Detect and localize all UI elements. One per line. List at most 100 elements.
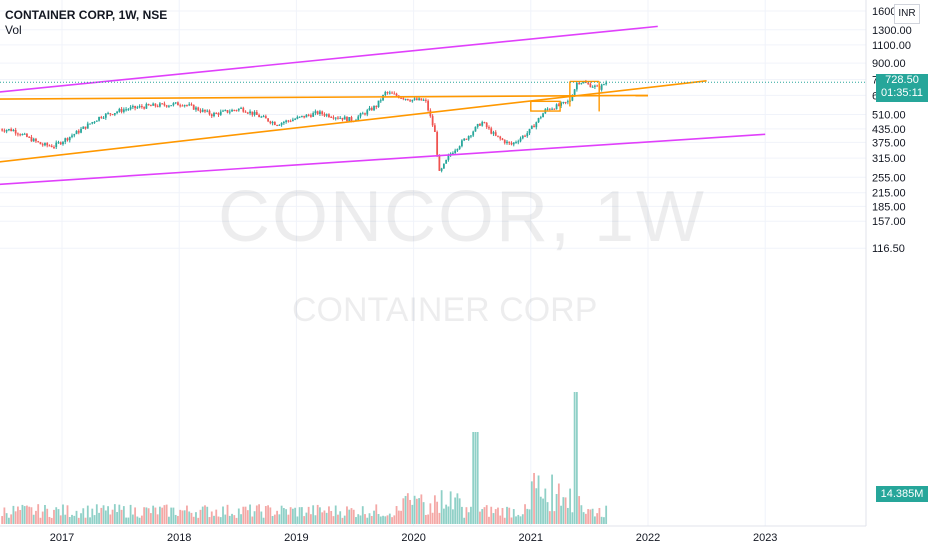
volume-bar xyxy=(388,513,391,524)
candle-body xyxy=(420,98,423,101)
volume-bar xyxy=(395,506,398,524)
candle-body xyxy=(517,141,520,143)
volume-bar xyxy=(334,505,337,524)
candle-body xyxy=(50,145,53,148)
volume-bar xyxy=(519,516,522,524)
candle-body xyxy=(77,130,80,133)
candle-body xyxy=(404,98,407,100)
candle-body xyxy=(91,122,94,124)
candle-body xyxy=(528,128,531,134)
range-box[interactable] xyxy=(530,100,561,112)
candle-body xyxy=(379,100,382,102)
candle-body xyxy=(566,101,569,103)
volume-bar xyxy=(458,498,461,524)
volume-bar xyxy=(564,497,567,524)
volume-bar xyxy=(512,509,515,524)
magenta-trendline[interactable] xyxy=(0,25,658,93)
candle-body xyxy=(111,114,114,116)
volume-bar xyxy=(298,507,301,524)
volume-bar xyxy=(316,504,319,524)
candle-body xyxy=(492,132,495,134)
candle-body xyxy=(161,103,164,105)
grid xyxy=(0,0,866,526)
volume-bar xyxy=(195,512,197,524)
volume-bar xyxy=(528,509,531,524)
volume-bar xyxy=(73,515,76,524)
trendlines[interactable] xyxy=(0,25,766,186)
volume-bar xyxy=(235,517,238,524)
currency-button[interactable]: INR xyxy=(894,4,920,24)
volume-bar xyxy=(71,514,73,524)
volume-label[interactable]: Vol xyxy=(5,23,22,37)
volume-bar xyxy=(244,506,247,524)
candle-body xyxy=(418,98,420,101)
volume-bar xyxy=(366,517,369,524)
price-tick-label: 255.00 xyxy=(872,172,906,184)
volume-bar xyxy=(526,508,529,524)
candle-body xyxy=(456,148,459,151)
volume-bar xyxy=(467,512,470,524)
candle-body xyxy=(145,104,148,109)
candle-body xyxy=(177,102,179,106)
volume-bar xyxy=(553,511,556,524)
candle-body xyxy=(44,143,46,146)
volume-bar xyxy=(210,511,213,524)
volume-bar xyxy=(497,507,499,524)
candle-body xyxy=(41,144,44,146)
volume-bar xyxy=(100,507,103,524)
volume-bar xyxy=(470,506,472,524)
volume-bar xyxy=(456,493,459,524)
candle-body xyxy=(481,122,484,126)
volume-bar xyxy=(77,517,80,524)
candle-body xyxy=(600,84,603,90)
volume-bar xyxy=(19,509,22,524)
volume-bar xyxy=(55,507,58,524)
volume-bar xyxy=(131,514,134,524)
candle-body xyxy=(179,105,182,107)
time-axis[interactable]: 2017 2018 2019 2020 2021 2022 2023 xyxy=(50,532,778,544)
price-tick-label: 215.00 xyxy=(872,188,906,200)
volume-bar xyxy=(116,512,118,524)
candle-body xyxy=(395,93,398,96)
orange-trendline[interactable] xyxy=(0,80,707,163)
volume-bar xyxy=(7,517,10,524)
candle-body xyxy=(271,121,274,124)
price-tick-label: 116.50 xyxy=(872,243,905,255)
candle-body xyxy=(474,126,477,132)
magenta-trendline[interactable] xyxy=(0,133,766,186)
candle-body xyxy=(269,121,272,124)
candle-body xyxy=(377,100,380,108)
candle-body xyxy=(445,159,448,164)
volume-bar xyxy=(492,513,495,524)
candle-body xyxy=(140,106,143,108)
candle-body xyxy=(147,104,150,106)
candle-body xyxy=(384,92,387,96)
volume-bar xyxy=(566,507,569,524)
candle-body xyxy=(131,105,134,108)
candle-body xyxy=(183,105,186,107)
volume-bar xyxy=(89,517,91,524)
volume-bar xyxy=(46,508,49,524)
candle-body xyxy=(490,128,493,134)
symbol-title[interactable]: CONTAINER CORP, 1W, NSE xyxy=(5,8,168,22)
candle-body xyxy=(217,113,220,115)
volume-bar xyxy=(438,512,441,524)
candle-body xyxy=(192,104,195,110)
volume-bar xyxy=(113,504,116,524)
volume-bar xyxy=(476,432,479,524)
candle-body xyxy=(406,98,409,101)
volume-bar xyxy=(499,515,502,524)
price-axis[interactable]: 1600.001300.001100.00900.00750.00630.005… xyxy=(872,6,912,255)
volume-bar xyxy=(296,516,299,524)
volume-bar xyxy=(589,509,592,524)
volume-bar xyxy=(575,392,578,524)
orange-trendline[interactable] xyxy=(0,94,649,100)
volume-bar xyxy=(571,512,574,524)
volume-bar xyxy=(278,514,281,524)
candle-body xyxy=(494,132,497,136)
price-tick-label: 375.00 xyxy=(872,137,906,149)
volume-bar xyxy=(420,494,423,524)
volume-bar xyxy=(368,513,371,524)
